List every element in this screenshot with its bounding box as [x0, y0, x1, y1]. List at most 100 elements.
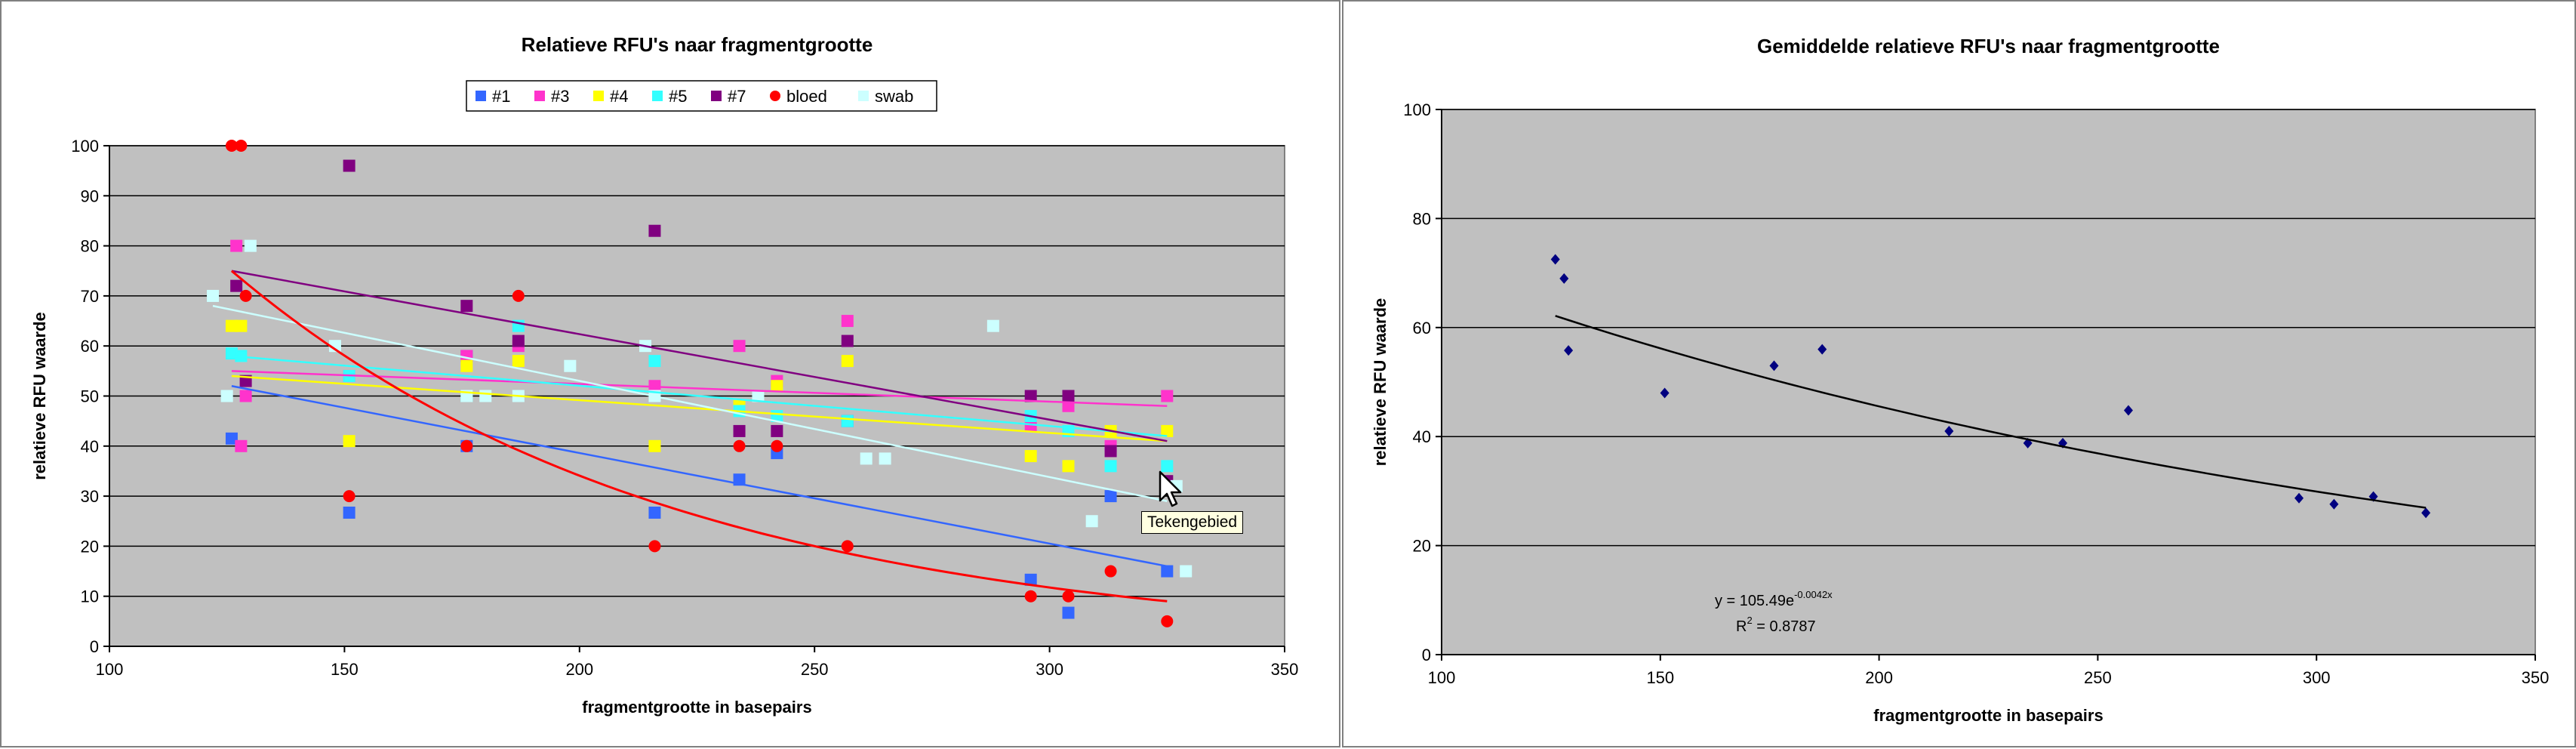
y-axis-label: relatieve RFU waarde	[1371, 298, 1390, 467]
data-point	[1062, 606, 1075, 619]
data-point	[235, 439, 248, 452]
legend-marker	[770, 91, 780, 101]
data-point	[648, 506, 661, 519]
series-bloed	[225, 140, 1174, 627]
r-squared-sup: 2	[1747, 615, 1752, 626]
data-point	[1085, 515, 1098, 528]
data-point	[771, 424, 783, 437]
y-tick-label: 50	[81, 387, 99, 406]
data-point	[1817, 344, 1827, 355]
series-series-4	[225, 319, 1174, 473]
data-point	[2123, 405, 2133, 416]
data-point	[2368, 491, 2378, 502]
data-point	[733, 424, 746, 437]
left-chart-panel[interactable]: Relatieve RFU's naar fragmentgrootte 0 10 2…	[0, 0, 1340, 747]
trendline-series-5	[231, 355, 1168, 437]
y-tick-label: 10	[81, 587, 99, 606]
data-point	[239, 289, 252, 302]
data-point	[2421, 507, 2431, 519]
data-point	[564, 359, 577, 372]
data-point	[752, 390, 765, 402]
legend-marker	[858, 91, 869, 101]
data-point	[648, 439, 661, 452]
chart-area-tooltip: Tekengebied	[1141, 511, 1244, 534]
chart-title: Relatieve RFU's naar fragmentgrootte	[522, 33, 873, 56]
legend-label: #1	[492, 87, 510, 106]
trendline-equation: y = 105.49e-0.0042x	[1715, 589, 1833, 609]
equation-text: y = 105.49e	[1715, 593, 1794, 609]
data-point	[841, 355, 854, 368]
data-point	[1564, 345, 1574, 356]
x-tick-label: 150	[331, 660, 359, 679]
y-tick-label: 20	[1413, 537, 1431, 556]
data-point	[244, 239, 257, 252]
data-point	[1104, 490, 1117, 503]
y-tick-label: 60	[81, 337, 99, 356]
legend-item-bloed: bloed	[770, 87, 827, 106]
x-tick-label: 250	[2084, 668, 2112, 687]
data-point	[1559, 273, 1569, 284]
legend-marker	[475, 91, 486, 101]
data-point	[1062, 390, 1075, 402]
data-point	[235, 319, 248, 332]
data-point	[1769, 360, 1779, 371]
data-point	[841, 415, 854, 427]
scatter-chart-relatieve-rfu[interactable]: Relatieve RFU's naar fragmentgrootte 0 10 2…	[2, 2, 1339, 746]
y-tick-label: 60	[1413, 319, 1431, 338]
data-point	[841, 540, 854, 553]
data-point	[328, 340, 341, 353]
equation-exponent: -0.0042x	[1794, 589, 1833, 600]
data-point	[235, 140, 248, 152]
x-tick-label: 300	[1036, 660, 1063, 679]
data-point	[1024, 420, 1037, 433]
data-point	[1161, 615, 1174, 627]
scatter-chart-gemiddelde-rfu[interactable]: Gemiddelde relatieve RFU's naar fragment…	[1343, 2, 2574, 746]
chart-title: Gemiddelde relatieve RFU's naar fragment…	[1757, 35, 2220, 57]
data-point	[239, 390, 252, 402]
data-point	[771, 380, 783, 393]
data-point	[343, 506, 355, 519]
data-point	[1161, 424, 1174, 437]
x-tick-label: 300	[2303, 668, 2331, 687]
r-squared-prefix: R	[1736, 618, 1747, 635]
data-point	[1062, 460, 1075, 473]
data-point	[512, 334, 525, 347]
data-point	[225, 140, 238, 152]
legend-label: #4	[610, 87, 628, 106]
data-point	[733, 340, 746, 353]
data-point	[207, 289, 220, 302]
data-point	[2294, 492, 2304, 504]
x-tick-label: 100	[1428, 668, 1456, 687]
legend-label: #5	[669, 87, 687, 106]
legend-label: #7	[728, 87, 746, 106]
plot-area	[1441, 109, 2536, 655]
right-chart-panel[interactable]: Gemiddelde relatieve RFU's naar fragment…	[1342, 0, 2576, 747]
trendline-bloed	[230, 270, 1168, 603]
data-point	[1660, 387, 1670, 399]
legend-item-series-4: #4	[593, 87, 628, 106]
legend-item-series-7: #7	[711, 87, 746, 106]
data-point	[460, 359, 473, 372]
x-tick-label: 200	[565, 660, 593, 679]
data-point	[343, 159, 355, 172]
data-point	[460, 439, 473, 452]
data-point	[860, 452, 873, 465]
legend-marker	[711, 91, 722, 101]
data-point	[1104, 565, 1117, 578]
trendline-series-3	[231, 370, 1168, 408]
data-point	[1170, 479, 1183, 492]
data-point	[986, 319, 999, 332]
data-point	[648, 224, 661, 237]
data-point	[2023, 437, 2033, 448]
data-point	[1024, 590, 1037, 603]
legend-label: bloed	[786, 87, 827, 106]
data-point	[1550, 254, 1560, 265]
data-point	[512, 289, 525, 302]
data-point	[512, 355, 525, 368]
y-tick-label: 0	[90, 637, 99, 656]
y-tick-label: 0	[1422, 646, 1431, 664]
legend-marker	[534, 91, 545, 101]
x-tick-label: 100	[96, 660, 124, 679]
data-point	[771, 439, 783, 452]
y-tick-label: 30	[81, 487, 99, 506]
